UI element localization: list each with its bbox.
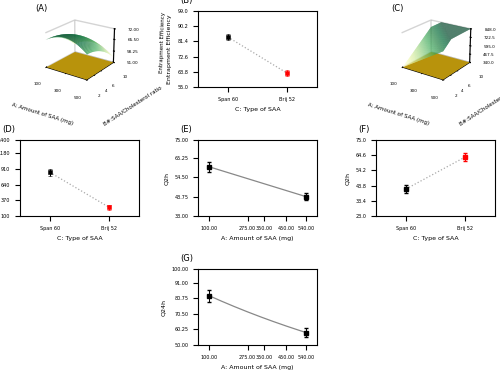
Text: (G): (G) <box>180 254 194 263</box>
Text: (E): (E) <box>180 125 192 134</box>
Text: (C): (C) <box>392 4 404 13</box>
X-axis label: C: Type of SAA: C: Type of SAA <box>56 236 102 241</box>
Text: (D): (D) <box>2 125 15 134</box>
Y-axis label: B#:SAA/Cholesterol ratio: B#:SAA/Cholesterol ratio <box>102 85 162 127</box>
Y-axis label: B#:SAA/Cholesterol ratio: B#:SAA/Cholesterol ratio <box>458 85 500 127</box>
Text: (B): (B) <box>180 0 192 5</box>
Y-axis label: Entrapment Efficiency: Entrapment Efficiency <box>167 14 172 84</box>
Text: (A): (A) <box>36 4 48 13</box>
X-axis label: A: Amount of SAA (mg): A: Amount of SAA (mg) <box>11 102 74 126</box>
X-axis label: A: Amount of SAA (mg): A: Amount of SAA (mg) <box>221 365 294 370</box>
Y-axis label: Q24h: Q24h <box>160 299 166 316</box>
Text: (F): (F) <box>358 125 370 134</box>
X-axis label: C: Type of SAA: C: Type of SAA <box>234 107 281 112</box>
Y-axis label: Q2h: Q2h <box>345 171 350 185</box>
X-axis label: A: Amount of SAA (mg): A: Amount of SAA (mg) <box>368 102 430 126</box>
X-axis label: A: Amount of SAA (mg): A: Amount of SAA (mg) <box>221 236 294 241</box>
X-axis label: C: Type of SAA: C: Type of SAA <box>413 236 459 241</box>
Y-axis label: Q2h: Q2h <box>164 171 169 185</box>
